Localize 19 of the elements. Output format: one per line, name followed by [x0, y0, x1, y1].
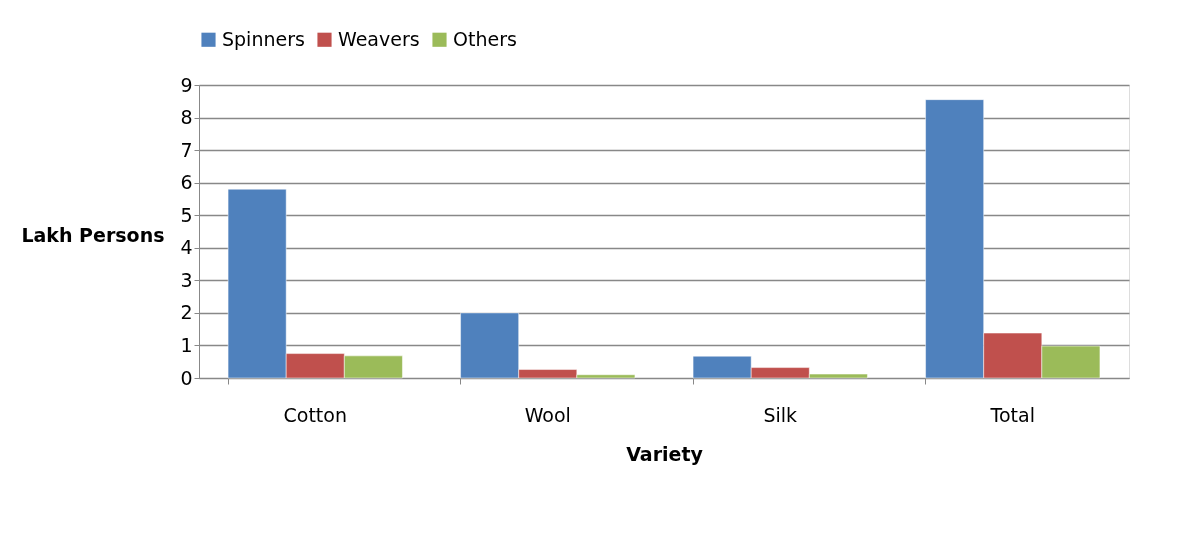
y-axis-title: Lakh Persons — [21, 223, 165, 246]
y-tick-label: 4 — [180, 236, 193, 259]
y-tick-label: 0 — [180, 366, 193, 389]
x-tick-label: Wool — [524, 403, 571, 426]
y-tick-label: 2 — [180, 301, 193, 324]
legend-label: Weavers — [338, 27, 420, 50]
legend-label: Others — [453, 27, 517, 50]
y-tick-label: 7 — [180, 138, 193, 161]
y-tick-label: 9 — [180, 73, 193, 96]
legend-label: Spinners — [222, 27, 305, 50]
y-tick-label: 8 — [180, 106, 193, 129]
x-tick-label: Silk — [763, 403, 798, 426]
y-tick-label: 6 — [180, 171, 193, 194]
y-tick-label: 1 — [180, 333, 193, 356]
x-tick-label: Total — [989, 403, 1035, 426]
x-axis-title: Variety — [626, 442, 704, 465]
y-tick-label: 3 — [180, 268, 193, 291]
y-tick-label: 5 — [180, 203, 193, 226]
x-tick-label: Cotton — [283, 403, 347, 426]
